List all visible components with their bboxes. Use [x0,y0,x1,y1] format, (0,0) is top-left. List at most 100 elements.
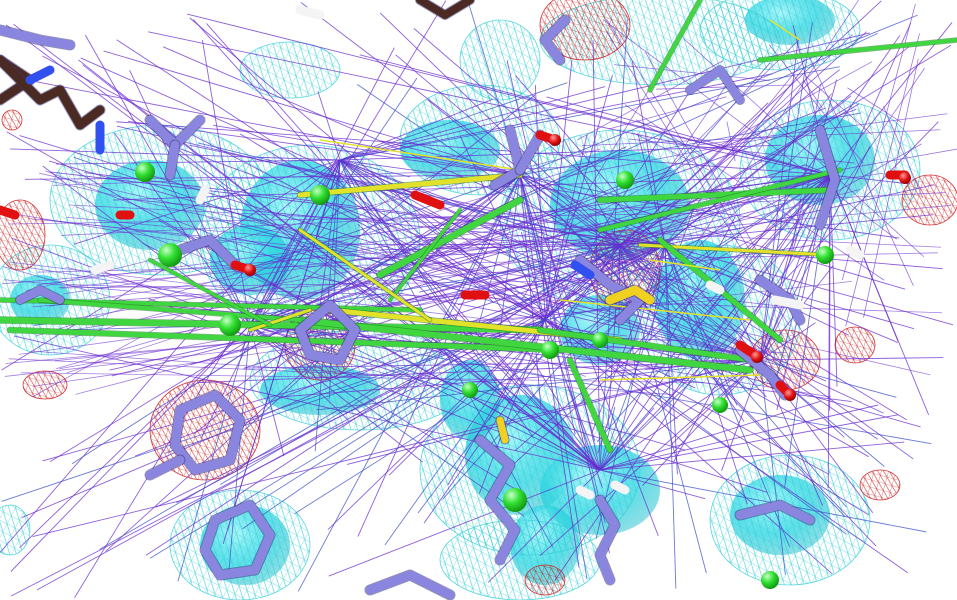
hbond-line [319,139,521,171]
contact-line [599,469,706,500]
contact-line [103,50,521,176]
oxygen-atom [244,264,256,276]
contact-line [249,164,806,326]
contact-line [2,239,534,285]
contact-line [368,267,601,471]
contact-line [599,121,939,471]
heteroatom-cap [845,245,865,260]
heteroatom-cap [25,65,55,85]
contact-line [629,138,855,164]
contact-line [249,324,285,457]
phenyl-ring [170,390,245,475]
contact-line [638,63,742,214]
contact-line [841,3,916,281]
contact-line [593,58,806,321]
contact-line [36,244,666,591]
hbond-line [769,19,801,41]
hbond-stick [297,317,753,373]
contact-line [74,159,341,245]
contact-line [614,64,770,81]
contact-line [249,32,879,326]
density-mesh [239,41,341,99]
residue-side-chain [0,25,75,50]
contact-line [213,124,521,176]
contact-line [544,319,830,475]
contact-line [249,108,857,326]
residue-side-chain [686,66,744,104]
difference-density-mesh [1,109,23,131]
heteroatom-cap [770,295,805,310]
contact-line [9,261,628,337]
stick-model-layer[interactable] [0,0,911,600]
contact-line [520,232,546,321]
contact-line [177,324,251,582]
contact-line [619,214,934,246]
contact-line [587,148,957,215]
contact-line [328,469,601,577]
residue-side-chain [145,455,185,480]
residue-side-chain [416,0,474,19]
contact-line [339,86,606,161]
contact-line [249,107,826,326]
contact-line [56,159,341,165]
hbond-stick [148,258,272,327]
contact-line [721,174,831,471]
contact-line [294,174,831,515]
ion-sphere [310,185,330,205]
contact-line [596,174,831,443]
ion-sphere [219,314,241,336]
contact-line [122,198,621,246]
contact-line [239,133,546,321]
heteroatom-cap [0,205,20,220]
heteroatom-cap [570,260,595,280]
contact-line [759,359,786,575]
contact-line [228,324,251,577]
contact-line [74,159,341,598]
contact-line [635,119,677,143]
ion-sphere [503,488,527,512]
contact-line [249,188,355,326]
sulfur-bond [605,285,655,305]
contact-line [129,70,251,326]
oxygen-atom [899,172,911,184]
oxygen-atom [784,389,796,401]
arginine-chain [595,495,620,585]
contact-line [513,61,873,260]
contact-line [664,244,738,406]
contact-line [61,192,946,236]
residue-side-chain [475,435,520,565]
contact-line [544,92,690,321]
contact-line [514,174,831,451]
contact-line [339,159,411,178]
ion-spheres-layer[interactable] [135,162,834,589]
contact-line [599,337,738,471]
ion-sphere [816,246,834,264]
heteroatom-cap [575,485,595,500]
contact-line [66,205,576,374]
contact-line [647,39,800,191]
hbond-stick [7,327,563,353]
residue-side-chain [540,15,570,65]
contact-line [606,18,756,259]
hbond-stick [298,228,432,322]
hbond-stick [537,327,753,363]
contact-line [544,60,573,321]
contact-line [225,174,521,397]
contact-line [384,319,546,546]
contact-line [771,93,833,169]
contact-line [642,359,761,486]
contact-line [789,83,821,262]
contact-line [633,132,710,171]
contact-line [3,211,672,323]
contact-line [847,87,902,123]
contact-line [30,350,675,396]
contact-line [664,95,852,246]
hbond-line [599,374,761,381]
contact-line [544,75,613,321]
difference-density-mesh [834,326,876,364]
contact-line [114,132,251,326]
contact-line [637,132,666,246]
hbond-line [559,299,751,321]
